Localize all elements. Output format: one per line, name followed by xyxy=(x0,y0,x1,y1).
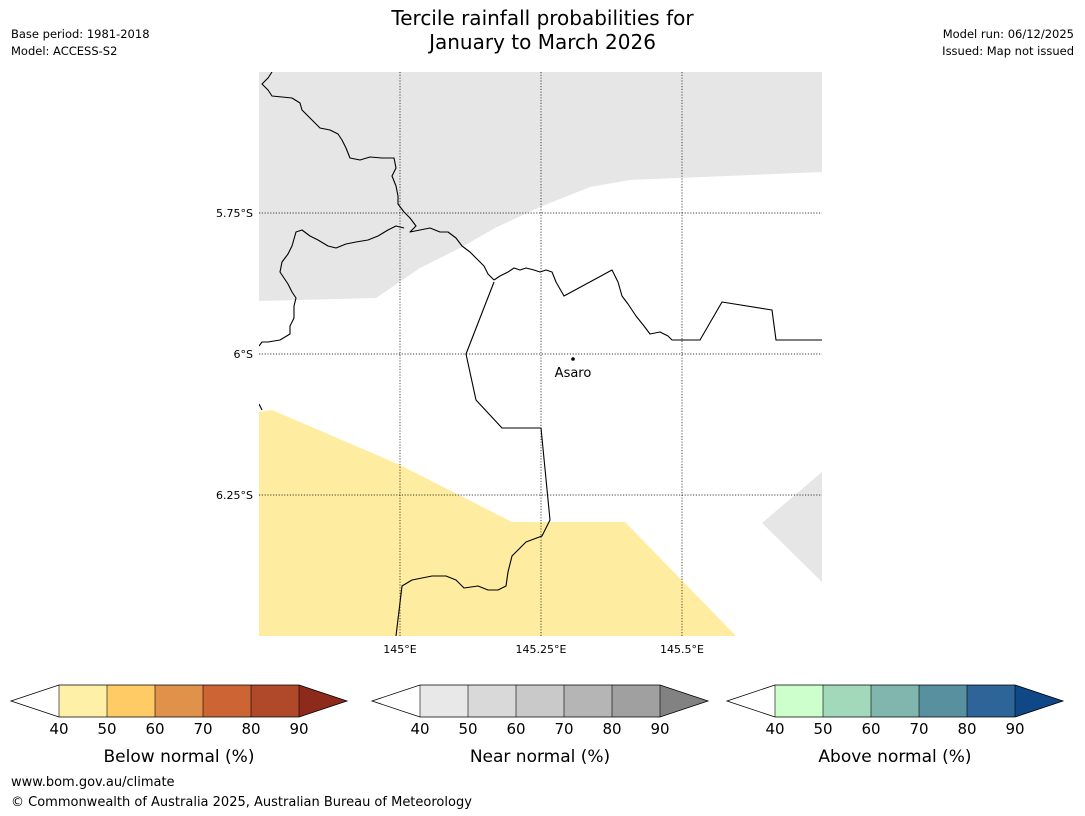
legend-min-arrow xyxy=(372,685,420,717)
legend-color-swatch xyxy=(420,685,468,717)
legend-tick-label: 80 xyxy=(602,720,621,738)
meta-right: Model run: 06/12/2025 Issued: Map not is… xyxy=(942,26,1074,60)
legend-tick-label: 90 xyxy=(650,720,669,738)
legend-min-arrow xyxy=(11,685,59,717)
legend-max-arrow xyxy=(299,685,347,717)
legend-tick-label: 50 xyxy=(458,720,477,738)
legend-color-swatch xyxy=(823,685,871,717)
near-normal-region-east xyxy=(762,472,822,582)
legend-tick-label: 60 xyxy=(861,720,880,738)
legend-tick-label: 50 xyxy=(97,720,116,738)
legend-label: Near normal (%) xyxy=(470,747,610,767)
lon-label: 145°E xyxy=(383,643,416,656)
below-normal-region xyxy=(259,410,736,636)
legend-color-swatch xyxy=(775,685,823,717)
lon-label: 145.5°E xyxy=(660,643,704,656)
legend-min-arrow xyxy=(727,685,775,717)
base-period: Base period: 1981-2018 xyxy=(11,27,150,41)
legend-tick-label: 40 xyxy=(410,720,429,738)
legend-above-normal: 40 50 60 70 80 90 Above normal (%) xyxy=(725,684,1065,767)
legend-label: Above normal (%) xyxy=(818,747,971,767)
footer-copyright: © Commonwealth of Australia 2025, Austra… xyxy=(11,795,472,810)
legend-tick-label: 50 xyxy=(813,720,832,738)
legend-below-normal: 40 50 60 70 80 90 Below normal (%) xyxy=(9,684,349,767)
legend-near-normal: 40 50 60 70 80 90 Near normal (%) xyxy=(370,684,710,767)
issued-status: Issued: Map not issued xyxy=(942,44,1074,58)
legend-tick-label: 90 xyxy=(289,720,308,738)
legend-color-swatch xyxy=(919,685,967,717)
place-marker xyxy=(571,357,575,361)
legend-color-swatch xyxy=(967,685,1015,717)
border-line-southwest xyxy=(259,403,263,411)
border-line-west xyxy=(259,225,405,347)
title-line-2: January to March 2026 xyxy=(429,30,656,54)
lat-label: 6.25°S xyxy=(216,489,253,502)
legend-color-swatch xyxy=(155,685,203,717)
border-line-north xyxy=(261,72,495,281)
lon-label: 145.25°E xyxy=(516,643,567,656)
map-title: Tercile rainfall probabilities for Janua… xyxy=(0,6,1085,54)
legend-color-swatch xyxy=(612,685,660,717)
legend-max-arrow xyxy=(660,685,708,717)
legend-tick-label: 40 xyxy=(765,720,784,738)
axis-labels: 5.75°S 6°S 6.25°S 145°E 145.25°E 145.5°E xyxy=(216,207,704,656)
legend-tick-label: 80 xyxy=(241,720,260,738)
meta-left: Base period: 1981-2018 Model: ACCESS-S2 xyxy=(11,26,150,60)
model-run: Model run: 06/12/2025 xyxy=(942,27,1074,41)
legend-tick-label: 60 xyxy=(506,720,525,738)
legend-tick-label: 80 xyxy=(957,720,976,738)
legend-tick-label: 90 xyxy=(1005,720,1024,738)
legend-color-swatch xyxy=(59,685,107,717)
title-line-1: Tercile rainfall probabilities for xyxy=(391,6,694,30)
legend-tick-label: 70 xyxy=(909,720,928,738)
lat-label: 5.75°S xyxy=(216,207,253,220)
legend-tick-label: 70 xyxy=(554,720,573,738)
legend-tick-label: 60 xyxy=(145,720,164,738)
model-name: Model: ACCESS-S2 xyxy=(11,44,118,58)
legend-color-swatch xyxy=(107,685,155,717)
legend-color-swatch xyxy=(468,685,516,717)
lat-label: 6°S xyxy=(234,348,253,361)
legend-tick-label: 40 xyxy=(49,720,68,738)
map-area: Asaro xyxy=(259,72,822,636)
legend-color-swatch xyxy=(251,685,299,717)
border-line-central xyxy=(395,281,551,636)
legend-label: Below normal (%) xyxy=(104,747,255,767)
place-label: Asaro xyxy=(555,366,592,381)
legend-color-swatch xyxy=(871,685,919,717)
borders xyxy=(259,72,822,636)
legend-color-swatch xyxy=(203,685,251,717)
legend-tick-label: 70 xyxy=(193,720,212,738)
legend-color-swatch xyxy=(564,685,612,717)
legend-max-arrow xyxy=(1015,685,1063,717)
border-line-east xyxy=(493,267,822,341)
footer-url[interactable]: www.bom.gov.au/climate xyxy=(11,775,175,790)
legend-color-swatch xyxy=(516,685,564,717)
